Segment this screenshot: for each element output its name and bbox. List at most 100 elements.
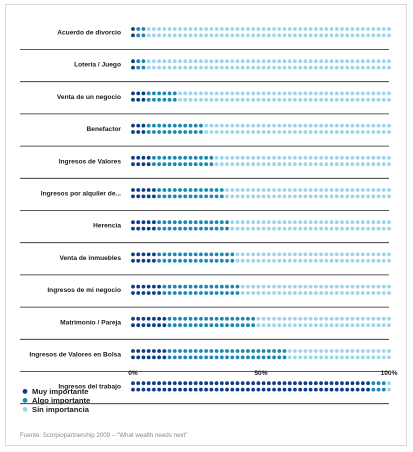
dot-sin-importancia bbox=[251, 123, 256, 128]
dot-sin-importancia bbox=[313, 162, 318, 167]
dot-sin-importancia bbox=[240, 188, 245, 192]
dot-muy-importante bbox=[136, 252, 141, 257]
dot-sin-importancia bbox=[366, 355, 370, 360]
dot-sin-importancia bbox=[256, 59, 261, 64]
dot-sin-importancia bbox=[293, 91, 297, 96]
dot-sin-importancia bbox=[261, 162, 266, 167]
dot-sin-importancia bbox=[293, 155, 297, 160]
dot-muy-importante bbox=[355, 381, 360, 386]
dot-algo-importante bbox=[199, 316, 203, 321]
dot-algo-importante bbox=[162, 91, 167, 96]
dot-muy-importante bbox=[131, 188, 135, 192]
dot-sin-importancia bbox=[381, 97, 386, 102]
dot-sin-importancia bbox=[345, 91, 350, 96]
dot-algo-importante bbox=[261, 349, 266, 353]
dot-sin-importancia bbox=[303, 130, 308, 134]
dot-sin-importancia bbox=[293, 33, 297, 38]
dot-muy-importante bbox=[298, 381, 303, 386]
dot-muy-importante bbox=[136, 258, 141, 263]
dot-muy-importante bbox=[240, 387, 245, 392]
dot-algo-importante bbox=[183, 162, 188, 167]
dot-sin-importancia bbox=[246, 188, 250, 192]
dot-algo-importante bbox=[235, 323, 240, 328]
dot-muy-importante bbox=[277, 381, 282, 386]
dot-sin-importancia bbox=[334, 27, 339, 31]
dot-algo-importante bbox=[162, 188, 167, 192]
dot-muy-importante bbox=[246, 387, 250, 392]
dot-muy-importante bbox=[277, 387, 282, 392]
dot-sin-importancia bbox=[308, 291, 313, 295]
dot-sin-importancia bbox=[266, 162, 271, 167]
dot-sin-importancia bbox=[381, 355, 386, 360]
dot-muy-importante bbox=[146, 355, 151, 360]
dot-algo-importante bbox=[199, 291, 203, 295]
dot-sin-importancia bbox=[256, 252, 261, 257]
dot-algo-importante bbox=[235, 291, 240, 295]
dot-sin-importancia bbox=[183, 65, 188, 70]
dot-sin-importancia bbox=[387, 194, 391, 199]
dot-sin-importancia bbox=[308, 188, 313, 192]
legend-swatch bbox=[22, 407, 28, 412]
dot-algo-importante bbox=[199, 349, 203, 353]
dot-sin-importancia bbox=[277, 252, 282, 257]
dot-sin-importancia bbox=[329, 65, 334, 70]
dot-sin-importancia bbox=[204, 27, 209, 31]
dot-algo-importante bbox=[214, 284, 219, 289]
dot-muy-importante bbox=[136, 123, 141, 128]
dot-muy-importante bbox=[146, 220, 151, 225]
dot-algo-importante bbox=[256, 355, 261, 360]
dot-sin-importancia bbox=[350, 27, 355, 31]
dot-sin-importancia bbox=[313, 188, 318, 192]
dot-algo-importante bbox=[183, 258, 188, 263]
dot-sin-importancia bbox=[282, 291, 287, 295]
dot-muy-importante bbox=[141, 91, 146, 96]
dot-algo-importante bbox=[199, 188, 203, 192]
dot-sin-importancia bbox=[387, 27, 391, 31]
dot-algo-importante bbox=[219, 258, 224, 263]
dot-sin-importancia bbox=[345, 349, 350, 353]
dot-sin-importancia bbox=[319, 123, 323, 128]
dot-muy-importante bbox=[162, 381, 167, 386]
dot-sin-importancia bbox=[371, 323, 376, 328]
dot-algo-importante bbox=[178, 155, 182, 160]
dot-sin-importancia bbox=[266, 226, 271, 231]
dot-muy-importante bbox=[246, 381, 250, 386]
dot-sin-importancia bbox=[256, 291, 261, 295]
dot-sin-importancia bbox=[376, 323, 381, 328]
dot-sin-importancia bbox=[376, 194, 381, 199]
dot-muy-importante bbox=[136, 155, 141, 160]
dot-sin-importancia bbox=[387, 291, 391, 295]
dot-sin-importancia bbox=[324, 226, 329, 231]
dot-algo-importante bbox=[214, 252, 219, 257]
dot-muy-importante bbox=[230, 387, 235, 392]
dot-sin-importancia bbox=[225, 27, 229, 31]
dot-algo-importante bbox=[209, 323, 214, 328]
dot-sin-importancia bbox=[360, 323, 365, 328]
dot-sin-importancia bbox=[261, 155, 266, 160]
dot-sin-importancia bbox=[387, 59, 391, 64]
dot-algo-importante bbox=[199, 258, 203, 263]
dot-sin-importancia bbox=[313, 349, 318, 353]
dot-muy-importante bbox=[152, 194, 156, 199]
dot-sin-importancia bbox=[350, 162, 355, 167]
dot-algo-importante bbox=[204, 323, 209, 328]
dot-sin-importancia bbox=[334, 188, 339, 192]
dot-sin-importancia bbox=[324, 349, 329, 353]
dot-sin-importancia bbox=[360, 91, 365, 96]
dot-sin-importancia bbox=[246, 258, 250, 263]
dot-algo-importante bbox=[209, 355, 214, 360]
dot-sin-importancia bbox=[261, 291, 266, 295]
dot-muy-importante bbox=[141, 226, 146, 231]
dot-algo-importante bbox=[209, 291, 214, 295]
dot-algo-importante bbox=[225, 291, 229, 295]
dot-sin-importancia bbox=[251, 284, 256, 289]
dot-muy-importante bbox=[214, 381, 219, 386]
dot-sin-importancia bbox=[293, 226, 297, 231]
dot-sin-importancia bbox=[240, 130, 245, 134]
dot-sin-importancia bbox=[214, 59, 219, 64]
dot-sin-importancia bbox=[313, 91, 318, 96]
dot-sin-importancia bbox=[219, 97, 224, 102]
dot-sin-importancia bbox=[319, 130, 323, 134]
category-label: Ingresos por alquiler de... bbox=[41, 191, 121, 198]
dot-sin-importancia bbox=[287, 27, 292, 31]
